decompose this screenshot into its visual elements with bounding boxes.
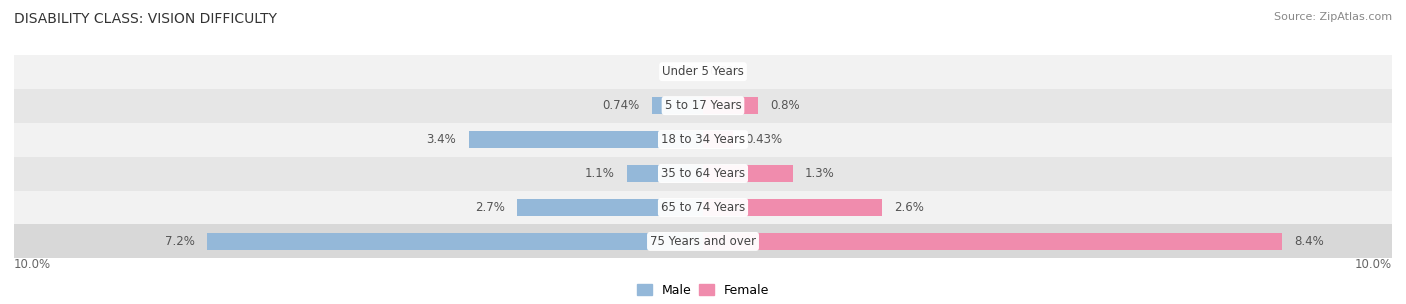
Text: 8.4%: 8.4% <box>1294 235 1324 248</box>
Bar <box>14 157 1392 191</box>
Text: 1.3%: 1.3% <box>806 167 835 180</box>
Text: 0.8%: 0.8% <box>770 99 800 112</box>
Bar <box>703 199 882 216</box>
Bar <box>468 131 703 148</box>
Bar <box>703 97 758 115</box>
Text: 2.6%: 2.6% <box>894 201 924 214</box>
Text: 0.0%: 0.0% <box>668 65 697 78</box>
Text: 3.4%: 3.4% <box>426 133 457 146</box>
Bar <box>14 123 1392 157</box>
Bar <box>14 224 1392 258</box>
Bar <box>14 89 1392 123</box>
Bar <box>14 191 1392 224</box>
Text: Source: ZipAtlas.com: Source: ZipAtlas.com <box>1274 12 1392 22</box>
Bar <box>14 55 1392 89</box>
Text: 2.7%: 2.7% <box>475 201 505 214</box>
Bar <box>627 165 703 182</box>
Legend: Male, Female: Male, Female <box>637 284 769 297</box>
Bar <box>703 131 733 148</box>
Bar <box>207 233 703 250</box>
Text: 5 to 17 Years: 5 to 17 Years <box>665 99 741 112</box>
Text: 0.0%: 0.0% <box>709 65 738 78</box>
Text: 65 to 74 Years: 65 to 74 Years <box>661 201 745 214</box>
Text: 1.1%: 1.1% <box>585 167 614 180</box>
Text: 35 to 64 Years: 35 to 64 Years <box>661 167 745 180</box>
Text: DISABILITY CLASS: VISION DIFFICULTY: DISABILITY CLASS: VISION DIFFICULTY <box>14 12 277 26</box>
Bar <box>703 233 1282 250</box>
Text: 0.43%: 0.43% <box>745 133 782 146</box>
Text: 7.2%: 7.2% <box>165 235 194 248</box>
Text: 10.0%: 10.0% <box>14 258 51 271</box>
Bar <box>703 165 793 182</box>
Text: 75 Years and over: 75 Years and over <box>650 235 756 248</box>
Text: 0.74%: 0.74% <box>602 99 640 112</box>
Text: 18 to 34 Years: 18 to 34 Years <box>661 133 745 146</box>
Text: 10.0%: 10.0% <box>1355 258 1392 271</box>
Bar <box>652 97 703 115</box>
Text: Under 5 Years: Under 5 Years <box>662 65 744 78</box>
Bar <box>517 199 703 216</box>
